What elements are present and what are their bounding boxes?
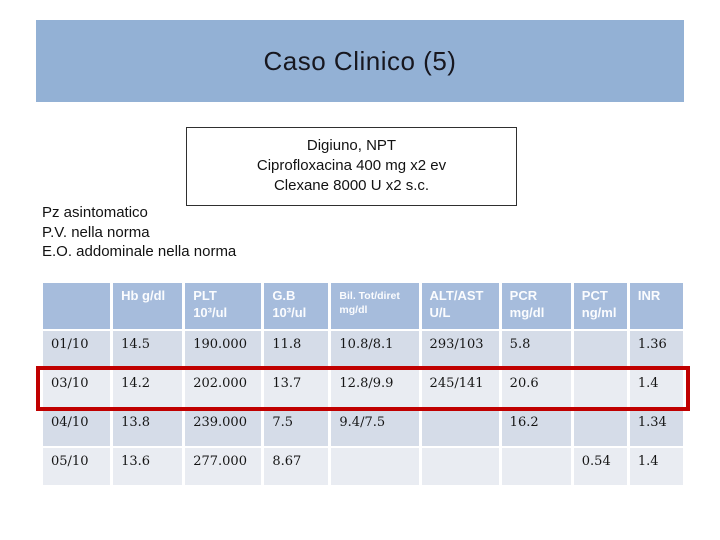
therapy-line: Clexane 8000 U x2 s.c. [273,177,430,194]
table-cell: 10.8/8.1 [331,331,419,368]
table-cell: 1.36 [629,331,683,368]
table-cell [573,370,627,407]
table-cell: 04/10 [43,409,111,446]
table-cell: 7.5 [264,409,329,446]
header-row: Hb g/dl PLT 10³/ul G.B 10³/ul Bil. Tot/diret m… [43,283,683,329]
column-header: PCR mg/dl [501,283,571,329]
lab-table-body: 01/10 14.5 190.000 11.8 10.8/8.1 293/103 5.8 1.… [43,331,683,485]
table-cell: 20.6 [501,370,571,407]
table-cell: 8.67 [264,448,329,485]
table-row: 04/10 13.8 239.000 7.5 9.4/7.5 16.2 1.34 [43,409,683,446]
table-cell: 0.54 [573,448,627,485]
table-cell: 245/141 [421,370,499,407]
table-cell: 01/10 [43,331,111,368]
table-cell: 14.2 [113,370,183,407]
table-cell: 1.4 [629,370,683,407]
column-header: Hb g/dl [113,283,183,329]
lab-table-head: Hb g/dl PLT 10³/ul G.B 10³/ul Bil. Tot/diret m… [43,283,683,329]
lab-table: Hb g/dl PLT 10³/ul G.B 10³/ul Bil. Tot/diret m… [40,281,686,487]
table-cell: 13.6 [113,448,183,485]
table-cell [573,331,627,368]
table-cell [501,448,571,485]
column-header: Bil. Tot/diret mg/dl [331,283,419,329]
table-cell: 293/103 [421,331,499,368]
patient-notes: Pz asintomatico P.V. nella norma E.O. ad… [42,203,236,262]
therapy-line: Digiuno, NPT [306,137,397,154]
table-cell: 13.8 [113,409,183,446]
patient-note-line: P.V. nella norma [42,223,150,241]
table-cell: 5.8 [501,331,571,368]
patient-note-line: Pz asintomatico [42,204,148,221]
table-cell: 1.34 [629,409,683,446]
table-cell: 11.8 [264,331,329,368]
table-cell: 03/10 [43,370,111,407]
table-cell: 14.5 [113,331,183,368]
table-row: 05/10 13.6 277.000 8.67 0.54 1.4 [43,448,683,485]
column-header: PLT 10³/ul [185,283,262,329]
column-header: INR [629,283,683,329]
slide-title-bar: Caso Clinico (5) [36,20,684,102]
table-cell: 202.000 [185,370,262,407]
table-cell [573,409,627,446]
table-cell [421,448,499,485]
column-header [43,283,111,329]
table-cell: 16.2 [501,409,571,446]
slide-title: Caso Clinico (5) [263,45,457,76]
table-row: 03/10 14.2 202.000 13.7 12.8/9.9 245/141 20.6 1… [43,370,683,407]
table-cell: 13.7 [264,370,329,407]
table-cell: 9.4/7.5 [331,409,419,446]
table-row: 01/10 14.5 190.000 11.8 10.8/8.1 293/103 5.8 1.… [43,331,683,368]
table-cell: 239.000 [185,409,262,446]
therapy-box: Digiuno, NPT Ciprofloxacina 400 mg x2 ev… [186,127,517,206]
column-header: PCT ng/ml [573,283,627,329]
table-cell [421,409,499,446]
table-cell [331,448,419,485]
column-header: ALT/AST U/L [421,283,499,329]
table-cell: 1.4 [629,448,683,485]
therapy-line: Ciprofloxacina 400 mg x2 ev [256,157,447,174]
table-cell: 190.000 [185,331,262,368]
patient-note-line: E.O. addominale nella norma [42,243,237,260]
table-cell: 277.000 [185,448,262,485]
table-cell: 05/10 [43,448,111,485]
column-header: G.B 10³/ul [264,283,329,329]
table-cell: 12.8/9.9 [331,370,419,407]
